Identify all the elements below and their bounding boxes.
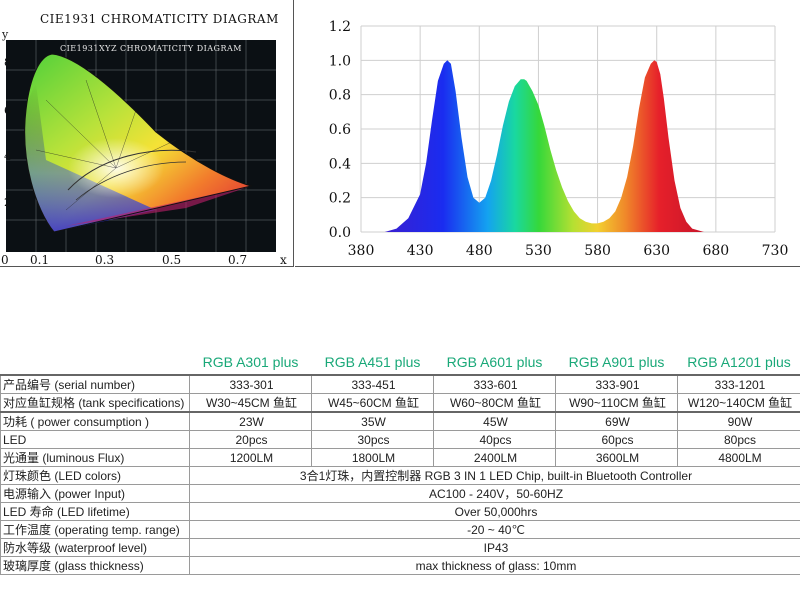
row-label: LED [0,430,190,449]
y-tick-label: 1.0 [329,53,351,69]
cie-y-tick: 6 [4,104,11,117]
cie-x-tick: 0.3 [95,253,115,267]
cie-x-tick: 0.7 [228,253,248,267]
y-tick-label: 0.8 [329,88,351,104]
cell-value: 1200LM [189,448,312,467]
cell-value: 30pcs [311,430,434,449]
spectrum-chart-panel: 0.0 0.2 0.4 0.6 0.8 1.0 1.2 380 430 480 530 580 630 6… [295,0,800,267]
merged-cell-value: IP43 [189,538,800,557]
model-header-row: RGB A301 plus RGB A451 plus RGB A601 plu… [1,350,800,375]
merged-cell-value: AC100 - 240V，50-60HZ [189,484,800,503]
cell-value: 1800LM [311,448,434,467]
cie-inner-title: CIE1931XYZ CHROMATICITY DIAGRAM [60,44,242,53]
x-tick-label: 530 [525,243,552,259]
model-name: RGB A601 plus [446,354,543,370]
cell-value: 90W [677,411,800,431]
cell-value: W120~140CM 鱼缸 [677,393,800,413]
x-tick-label: 630 [643,243,670,259]
cie-x-tick: 0.1 [30,253,50,267]
x-tick-label: 580 [584,243,611,259]
cell-value: W90~110CM 鱼缸 [555,393,678,413]
table-row-merged: 灯珠颜色 (LED colors) 3合1灯珠，内置控制器 RGB 3 IN 1… [0,466,800,485]
cie-y-tick: 4 [4,150,11,163]
x-tick-label: 730 [762,243,789,259]
table-row: 对应鱼缸规格 (tank specifications) W30~45CM 鱼缸… [0,393,800,413]
spectrum-chart: 0.0 0.2 0.4 0.6 0.8 1.0 1.2 380 430 480 530 580 630 6… [329,19,789,259]
row-label: 玻璃厚度 (glass thickness) [0,556,190,575]
cell-value: 333-901 [555,374,678,394]
merged-cell-value: max thickness of glass: 10mm [189,556,800,575]
table-row-merged: 防水等级 (waterproof level) IP43 [0,538,800,557]
model-name: RGB A301 plus [202,354,299,370]
cie-horseshoe-graphic [6,40,276,252]
cie-y-tick: 2 [4,196,11,209]
row-label: 对应鱼缸规格 (tank specifications) [0,393,190,413]
table-row-merged: 玻璃厚度 (glass thickness) max thickness of … [0,556,800,575]
table-row-merged: LED 寿命 (LED lifetime) Over 50,000hrs [0,502,800,521]
table-row: 光通量 (luminous Flux) 1200LM 1800LM 2400LM… [0,448,800,467]
model-name: RGB A901 plus [568,354,665,370]
cell-value: 40pcs [433,430,556,449]
model-name: RGB A451 plus [324,354,421,370]
spectrum-area [384,60,728,232]
x-tick-label: 380 [348,243,375,259]
cie-y-axis-label: y [2,28,9,41]
row-label: 工作温度 (operating temp. range) [0,520,190,539]
cell-value: 3600LM [555,448,678,467]
merged-cell-value: 3合1灯珠，内置控制器 RGB 3 IN 1 LED Chip, built-i… [189,466,800,485]
specifications-table: RGB A301 plus RGB A451 plus RGB A601 plu… [0,350,800,575]
row-label: 电源输入 (power Input) [0,484,190,503]
row-label: 功耗 ( power consumption ) [0,411,190,431]
y-tick-label: 0.0 [329,225,351,241]
cie-x-axis-label: x [280,253,287,267]
cell-value: 333-451 [311,374,434,394]
header-empty [1,350,190,375]
y-tick-label: 1.2 [329,19,351,35]
table-row: 产品编号 (serial number) 333-301 333-451 333… [0,374,800,394]
row-label: LED 寿命 (LED lifetime) [0,502,190,521]
table-row-merged: 电源输入 (power Input) AC100 - 240V，50-60HZ [0,484,800,503]
y-tick-label: 0.4 [329,156,351,172]
specifications-table-wrapper: RGB A301 plus RGB A451 plus RGB A601 plu… [0,350,800,575]
cell-value: 333-601 [433,374,556,394]
merged-cell-value: -20 ~ 40℃ [189,520,800,539]
table-row-merged: 工作温度 (operating temp. range) -20 ~ 40℃ [0,520,800,539]
cell-value: W60~80CM 鱼缸 [433,393,556,413]
y-tick-label: 0.2 [329,191,351,207]
cell-value: W30~45CM 鱼缸 [189,393,312,413]
row-label: 灯珠颜色 (LED colors) [0,466,190,485]
cell-value: 333-301 [189,374,312,394]
cell-value: 60pcs [555,430,678,449]
cell-value: 20pcs [189,430,312,449]
row-label: 光通量 (luminous Flux) [0,448,190,467]
cie-diagram-image: CIE1931XYZ CHROMATICITY DIAGRAM [6,40,276,252]
cie-x-tick: 0.5 [162,253,182,267]
cie-chromaticity-panel: CIE1931 CHROMATICITY DIAGRAM y [0,0,294,267]
cell-value: 333-1201 [677,374,800,394]
cell-value: 2400LM [433,448,556,467]
cell-value: 45W [433,411,556,431]
row-label: 防水等级 (waterproof level) [0,538,190,557]
cell-value: 80pcs [677,430,800,449]
cie-panel-title: CIE1931 CHROMATICITY DIAGRAM [40,12,279,26]
cell-value: 69W [555,411,678,431]
table-row: LED 20pcs 30pcs 40pcs 60pcs 80pcs [0,430,800,449]
merged-cell-value: Over 50,000hrs [189,502,800,521]
top-panels: CIE1931 CHROMATICITY DIAGRAM y [0,0,800,268]
cell-value: 23W [189,411,312,431]
y-tick-label: 0.6 [329,122,351,138]
x-tick-label: 480 [466,243,493,259]
cell-value: W45~60CM 鱼缸 [311,393,434,413]
table-row: 功耗 ( power consumption ) 23W 35W 45W 69W… [0,411,800,431]
row-label: 产品编号 (serial number) [0,374,190,394]
cell-value: 4800LM [677,448,800,467]
model-name: RGB A1201 plus [687,354,791,370]
cell-value: 35W [311,411,434,431]
x-tick-label: 430 [407,243,434,259]
x-tick-label: 680 [702,243,729,259]
cie-y-tick: 8 [4,56,11,69]
cie-x-origin: 0 [1,253,9,267]
